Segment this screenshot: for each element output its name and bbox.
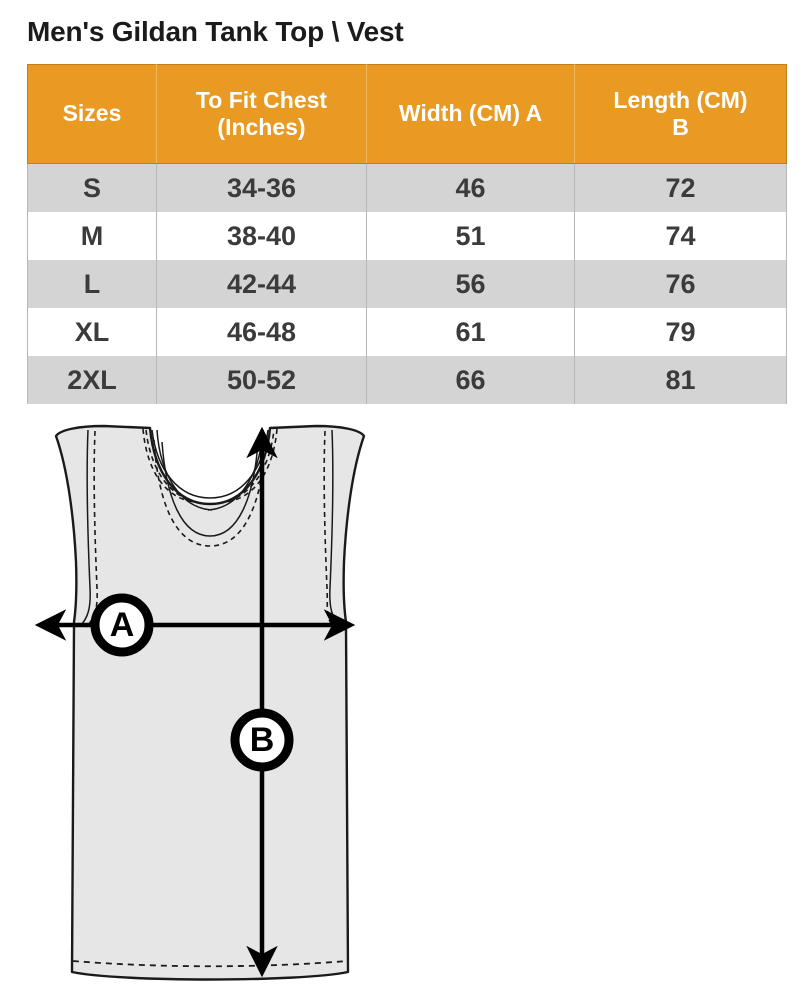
left-armhole-binding bbox=[156, 429, 213, 511]
marker-a-label: A bbox=[110, 606, 135, 644]
tank-top-illustration: A B bbox=[0, 412, 420, 1000]
table-header: Sizes To Fit Chest (Inches) Width (CM) A… bbox=[27, 64, 787, 164]
table-row: M 38-40 51 74 bbox=[27, 212, 787, 260]
column-header-sizes: Sizes bbox=[27, 64, 157, 164]
cell-length: 74 bbox=[574, 212, 787, 260]
column-header-chest-line1: To Fit Chest bbox=[195, 86, 328, 113]
column-header-width: Width (CM) A bbox=[366, 64, 575, 164]
hem-stitch-line bbox=[72, 960, 348, 968]
cell-width: 46 bbox=[366, 163, 575, 212]
marker-b-circle bbox=[230, 708, 294, 772]
neckline-outer-band-stitch bbox=[145, 429, 275, 505]
cell-length: 79 bbox=[574, 308, 787, 356]
column-header-sizes-line1: Sizes bbox=[62, 100, 122, 127]
measurement-marker-a: A bbox=[90, 593, 154, 657]
table-row: L 42-44 56 76 bbox=[27, 260, 787, 308]
table-body: S 34-36 46 72 M 38-40 51 74 L 42-44 56 7… bbox=[27, 163, 787, 404]
cell-chest: 38-40 bbox=[156, 212, 367, 260]
size-chart-table: Sizes To Fit Chest (Inches) Width (CM) A… bbox=[27, 64, 787, 404]
cell-chest: 42-44 bbox=[156, 260, 367, 308]
page-title: Men's Gildan Tank Top \ Vest bbox=[27, 16, 404, 47]
column-header-length-line1: Length (CM) bbox=[613, 86, 748, 113]
cell-width: 56 bbox=[366, 260, 575, 308]
column-header-length-line2: B bbox=[672, 114, 689, 140]
table-row: 2XL 50-52 66 81 bbox=[27, 356, 787, 404]
cell-size: 2XL bbox=[27, 356, 157, 404]
left-armhole-stitch bbox=[142, 428, 197, 503]
cell-size: XL bbox=[27, 308, 157, 356]
table-header-row: Sizes To Fit Chest (Inches) Width (CM) A… bbox=[27, 64, 787, 164]
cell-width: 51 bbox=[366, 212, 575, 260]
column-header-chest-line2: (Inches) bbox=[217, 114, 306, 140]
cell-width: 61 bbox=[366, 308, 575, 356]
cell-length: 76 bbox=[574, 260, 787, 308]
marker-a-circle bbox=[90, 593, 154, 657]
cell-chest: 46-48 bbox=[156, 308, 367, 356]
tank-top-diagram-svg: A B bbox=[34, 424, 366, 981]
cell-length: 72 bbox=[574, 163, 787, 212]
cell-chest: 50-52 bbox=[156, 356, 367, 404]
cell-size: L bbox=[27, 260, 157, 308]
size-chart-container: Sizes To Fit Chest (Inches) Width (CM) A… bbox=[27, 64, 787, 404]
column-header-chest: To Fit Chest (Inches) bbox=[156, 64, 367, 164]
table-row: S 34-36 46 72 bbox=[27, 163, 787, 212]
column-header-width-line1: Width (CM) A bbox=[398, 100, 543, 127]
cell-width: 66 bbox=[366, 356, 575, 404]
measurement-marker-b: B bbox=[230, 708, 294, 772]
cell-length: 81 bbox=[574, 356, 787, 404]
table-row: XL 46-48 61 79 bbox=[27, 308, 787, 356]
cell-size: M bbox=[27, 212, 157, 260]
cell-size: S bbox=[27, 163, 157, 212]
column-header-length: Length (CM) B bbox=[574, 64, 787, 164]
cell-chest: 34-36 bbox=[156, 163, 367, 212]
garment-body-outline bbox=[54, 424, 366, 981]
marker-b-label: B bbox=[250, 721, 275, 759]
